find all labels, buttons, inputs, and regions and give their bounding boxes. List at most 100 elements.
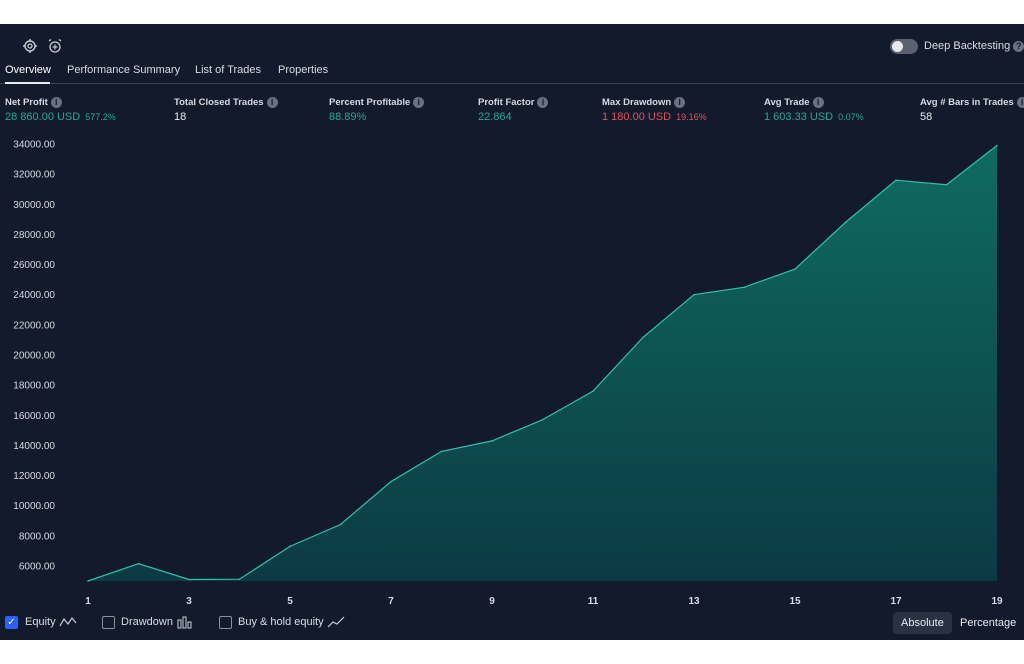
info-icon[interactable]: i bbox=[266, 97, 278, 108]
equity-point bbox=[642, 336, 645, 338]
x-tick-label: 13 bbox=[688, 596, 700, 607]
x-tick-label: 19 bbox=[991, 596, 1003, 607]
buy-hold-label: Buy & hold equity bbox=[238, 616, 324, 628]
equity-area bbox=[88, 145, 997, 582]
net-profit-value: 28 860.00 USD bbox=[5, 111, 81, 124]
alarm-clock-add-icon[interactable] bbox=[47, 38, 63, 54]
buy-hold-checkbox[interactable] bbox=[219, 616, 232, 629]
y-tick-label: 18000.00 bbox=[13, 381, 55, 392]
equity-point bbox=[238, 578, 241, 580]
x-tick-label: 11 bbox=[588, 596, 599, 607]
absolute-button[interactable]: Absolute bbox=[893, 612, 952, 634]
y-tick-label: 10000.00 bbox=[13, 501, 55, 512]
tab-overview[interactable]: Overview bbox=[5, 64, 51, 76]
drawdown-bars-icon bbox=[176, 615, 194, 629]
metric-max-drawdown: Max Drawdown i 1 180.00 USD 19.16% bbox=[602, 97, 707, 123]
help-icon[interactable]: ? bbox=[1013, 40, 1024, 52]
drawdown-checkbox[interactable] bbox=[102, 616, 115, 629]
y-tick-label: 8000.00 bbox=[19, 531, 56, 542]
metric-avg-trade: Avg Trade i 1 603.33 USD 0.07% bbox=[764, 97, 864, 123]
metric-total-closed-trades: Total Closed Trades i 18 bbox=[174, 97, 278, 123]
avg-trade-value: 1 603.33 USD bbox=[764, 111, 834, 124]
equity-point bbox=[794, 268, 796, 270]
deep-backtesting-label: Deep Backtesting ? bbox=[924, 40, 1024, 52]
tab-properties[interactable]: Properties bbox=[278, 64, 329, 76]
metric-percent-profitable: Percent Profitable i 88.89% bbox=[329, 97, 425, 124]
percentage-button[interactable]: Percentage bbox=[960, 617, 1017, 629]
gear-icon[interactable] bbox=[22, 38, 38, 54]
strategy-tester-panel: Deep Backtesting ? Overview Performance … bbox=[0, 24, 1024, 640]
metric-label: Net Profit bbox=[5, 97, 48, 109]
equity-point bbox=[743, 286, 746, 288]
info-icon[interactable]: i bbox=[413, 97, 425, 108]
equity-point bbox=[844, 221, 847, 224]
info-icon[interactable]: i bbox=[812, 97, 824, 108]
y-tick-label: 28000.00 bbox=[13, 230, 55, 241]
x-tick-label: 9 bbox=[489, 596, 495, 607]
max-drawdown-value: 1 180.00 USD bbox=[602, 111, 672, 124]
metric-label: Max Drawdown bbox=[602, 97, 672, 109]
tab-list-of-trades[interactable]: List of Trades bbox=[195, 64, 262, 76]
avg-bars-value: 58 bbox=[920, 111, 933, 124]
metric-label: Avg # Bars in Trades bbox=[920, 97, 1014, 109]
chart-footer: ✓ Equity Drawdown Buy & hold equity Abso… bbox=[0, 612, 1024, 640]
active-tab-indicator bbox=[5, 82, 50, 84]
plot-area bbox=[87, 144, 998, 582]
toggle-knob bbox=[892, 41, 903, 52]
avg-trade-percent: 0.07% bbox=[838, 112, 864, 123]
tabs-divider bbox=[0, 83, 1024, 84]
deep-backtesting-text: Deep Backtesting bbox=[924, 40, 1011, 52]
metric-label: Avg Trade bbox=[764, 97, 810, 109]
y-tick-label: 30000.00 bbox=[13, 200, 55, 211]
x-tick-label: 3 bbox=[186, 596, 192, 607]
metric-profit-factor: Profit Factor i 22.864 bbox=[478, 97, 549, 124]
equity-point bbox=[188, 578, 190, 581]
equity-label: Equity bbox=[25, 616, 56, 628]
y-tick-label: 14000.00 bbox=[13, 441, 55, 452]
info-icon[interactable]: i bbox=[537, 97, 549, 108]
equity-point bbox=[945, 183, 948, 186]
y-tick-label: 20000.00 bbox=[13, 350, 55, 361]
metric-net-profit: Net Profit i 28 860.00 USD 577.2% bbox=[5, 97, 116, 123]
y-tick-label: 34000.00 bbox=[13, 140, 55, 151]
y-tick-label: 26000.00 bbox=[13, 260, 55, 271]
info-icon[interactable]: i bbox=[1016, 97, 1024, 108]
equity-point bbox=[137, 562, 140, 565]
equity-point bbox=[390, 480, 392, 483]
equity-point bbox=[996, 144, 998, 147]
metric-avg-bars: Avg # Bars in Trades i 58 bbox=[920, 97, 1024, 123]
y-tick-label: 12000.00 bbox=[13, 471, 55, 482]
equity-point bbox=[339, 523, 342, 526]
y-tick-label: 16000.00 bbox=[13, 411, 55, 422]
equity-checkbox[interactable]: ✓ bbox=[5, 616, 18, 629]
metric-label: Percent Profitable bbox=[329, 97, 411, 109]
info-icon[interactable]: i bbox=[50, 97, 62, 108]
max-drawdown-percent: 19.16% bbox=[676, 112, 707, 123]
equity-chart: 6000.00 8000.00 10000.00 12000.00 14000.00 16… bbox=[13, 140, 1003, 607]
percent-profitable-value: 88.89% bbox=[329, 111, 367, 124]
x-tick-label: 5 bbox=[287, 596, 293, 607]
tab-performance-summary[interactable]: Performance Summary bbox=[67, 64, 181, 76]
y-tick-label: 22000.00 bbox=[13, 320, 55, 331]
equity-point bbox=[592, 390, 594, 392]
equity-point bbox=[491, 440, 493, 442]
y-tick-label: 32000.00 bbox=[13, 170, 55, 181]
net-profit-percent: 577.2% bbox=[85, 112, 116, 123]
equity-point bbox=[693, 293, 695, 296]
equity-point bbox=[440, 450, 443, 453]
deep-backtesting-toggle[interactable] bbox=[890, 39, 918, 54]
equity-point bbox=[541, 418, 544, 421]
y-tick-label: 6000.00 bbox=[19, 561, 56, 572]
equity-line-icon bbox=[59, 615, 77, 629]
metric-label: Total Closed Trades bbox=[174, 97, 264, 109]
y-tick-label: 24000.00 bbox=[13, 290, 55, 301]
info-icon[interactable]: i bbox=[674, 97, 686, 108]
total-closed-trades-value: 18 bbox=[174, 111, 187, 124]
x-tick-label: 1 bbox=[85, 596, 91, 607]
x-axis: 1 3 5 7 9 11 13 15 17 19 bbox=[85, 596, 1003, 607]
equity-point bbox=[87, 580, 89, 582]
x-tick-label: 7 bbox=[388, 596, 394, 607]
y-axis: 6000.00 8000.00 10000.00 12000.00 14000.00 16… bbox=[13, 140, 55, 573]
profit-factor-value: 22.864 bbox=[478, 111, 512, 124]
equity-point bbox=[289, 545, 291, 548]
